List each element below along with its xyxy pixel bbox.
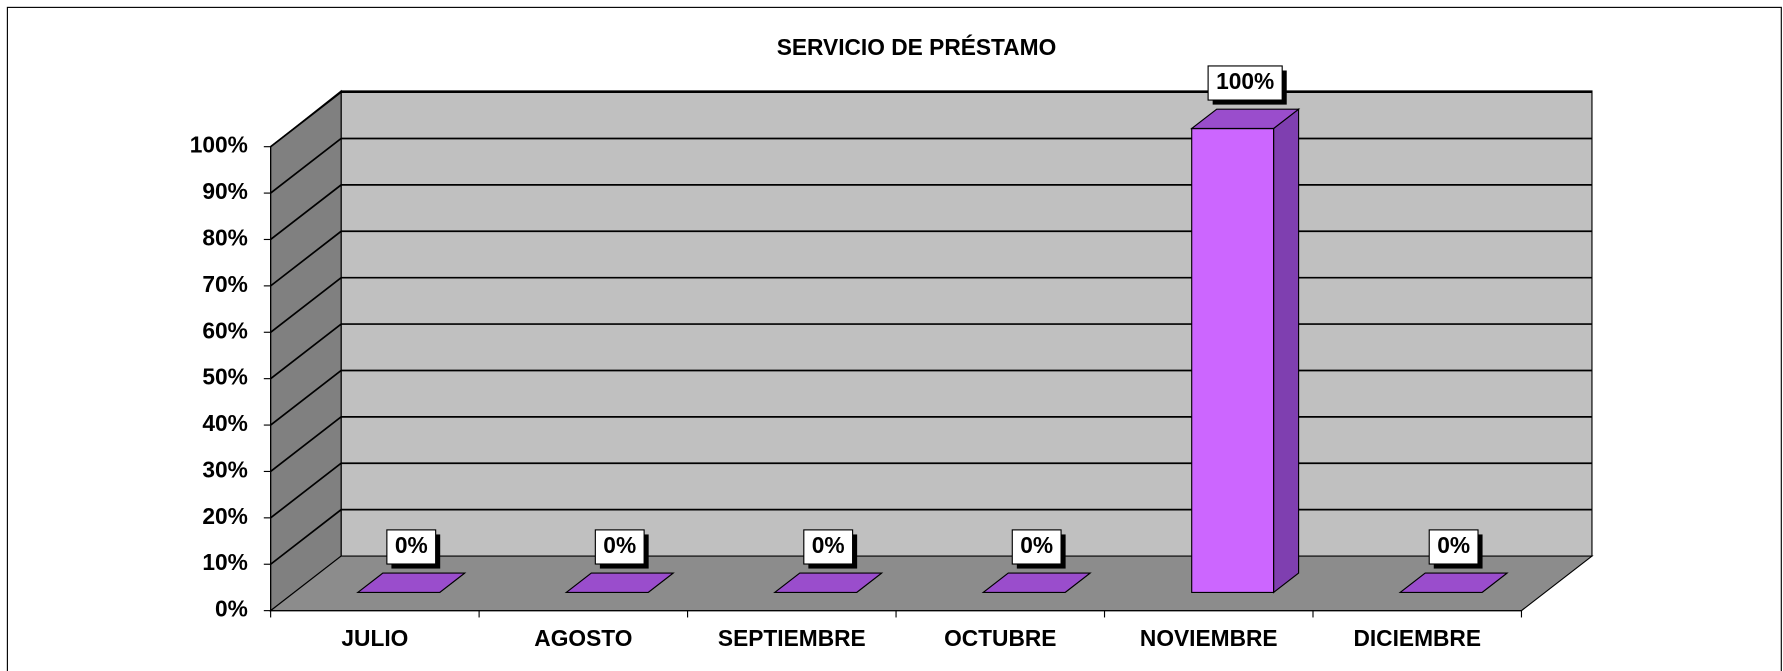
y-tick-label: 60% bbox=[202, 317, 248, 343]
grid-line bbox=[270, 276, 1592, 333]
label-box bbox=[386, 529, 437, 565]
value-label: 100% bbox=[1216, 68, 1274, 94]
x-tick-label: AGOSTO bbox=[534, 625, 632, 651]
bar-top bbox=[1398, 572, 1509, 594]
y-tick-label: 70% bbox=[202, 271, 248, 297]
y-tick-label: 50% bbox=[202, 364, 248, 390]
grid-line bbox=[270, 184, 1592, 241]
x-tick-label: DICIEMBRE bbox=[1353, 625, 1481, 651]
value-label: 0% bbox=[1020, 532, 1053, 558]
bar-top bbox=[1190, 108, 1301, 130]
value-label: 0% bbox=[603, 532, 636, 558]
bar-top bbox=[356, 572, 467, 594]
chart-title: SERVICIO DE PRÉSTAMO bbox=[777, 34, 1057, 60]
grid-line bbox=[270, 230, 1592, 287]
label-box bbox=[594, 529, 645, 565]
y-tick-label: 90% bbox=[202, 178, 248, 204]
label-box bbox=[803, 529, 854, 565]
grid-line bbox=[270, 369, 1592, 426]
x-tick-label: SEPTIEMBRE bbox=[718, 625, 866, 651]
bar-side bbox=[1273, 108, 1300, 594]
y-tick-label: 80% bbox=[202, 224, 248, 250]
grid-line bbox=[270, 91, 1592, 148]
label-box bbox=[1207, 65, 1283, 101]
value-label: 0% bbox=[395, 532, 428, 558]
y-tick-label: 100% bbox=[190, 132, 248, 158]
value-label: 0% bbox=[1437, 532, 1470, 558]
grid-line bbox=[270, 137, 1592, 194]
grid-line bbox=[270, 323, 1592, 380]
y-tick-label: 40% bbox=[202, 410, 248, 436]
bar-top bbox=[981, 572, 1092, 594]
grid-line bbox=[270, 508, 1592, 565]
label-box bbox=[1428, 529, 1479, 565]
label-box bbox=[1011, 529, 1062, 565]
y-tick-label: 20% bbox=[202, 503, 248, 529]
grid-line bbox=[270, 416, 1592, 473]
bar-top bbox=[564, 572, 675, 594]
y-tick-label: 10% bbox=[202, 549, 248, 575]
grid-line bbox=[270, 462, 1592, 519]
x-tick-label: OCTUBRE bbox=[944, 625, 1056, 651]
floor bbox=[268, 555, 1594, 612]
x-tick-label: JULIO bbox=[341, 625, 408, 651]
value-label: 0% bbox=[812, 532, 845, 558]
y-tick-label: 0% bbox=[215, 596, 248, 622]
y-tick-label: 30% bbox=[202, 456, 248, 482]
chart-body: SERVICIO DE PRÉSTAMO 0% 10% 20% 30% 40% 50% 60… bbox=[6, 6, 1782, 671]
x-tick-label: NOVIEMBRE bbox=[1140, 625, 1278, 651]
bar-front bbox=[1191, 127, 1275, 594]
bar-top bbox=[773, 572, 884, 594]
